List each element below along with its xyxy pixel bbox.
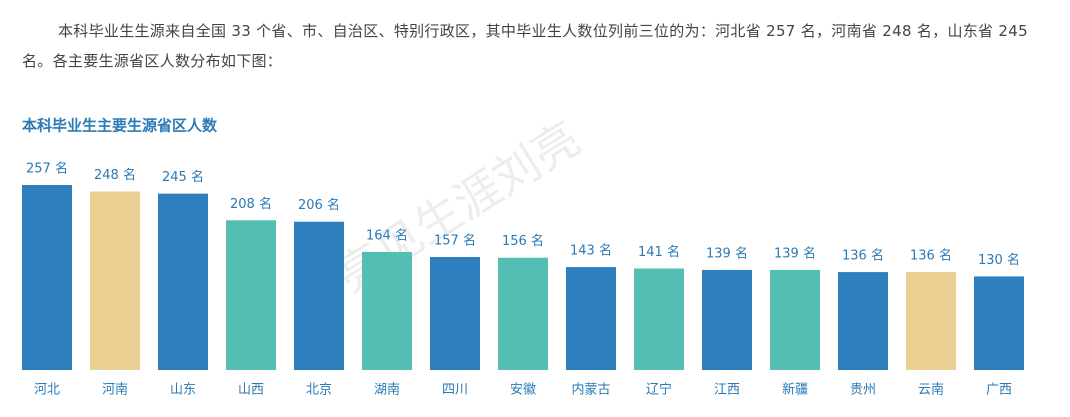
x-tick-label: 四川 <box>442 383 468 398</box>
value-label: 164 名 <box>366 227 408 243</box>
bar <box>974 276 1024 370</box>
x-tick-label: 江西 <box>714 383 740 398</box>
bar <box>158 193 208 370</box>
bar <box>498 257 548 370</box>
bar <box>702 269 752 370</box>
value-label: 206 名 <box>298 197 340 213</box>
chart-title: 本科毕业生主要生源省区人数 <box>22 117 218 135</box>
value-label: 136 名 <box>842 248 884 264</box>
x-tick-label: 河北 <box>34 383 60 398</box>
value-label: 248 名 <box>94 167 136 183</box>
bar <box>634 268 684 370</box>
x-tick-label: 云南 <box>918 382 944 398</box>
x-tick-label: 湖南 <box>374 382 400 398</box>
value-label: 130 名 <box>978 252 1020 268</box>
x-tick-label: 辽宁 <box>646 382 672 398</box>
bar <box>90 191 140 370</box>
bar <box>566 267 616 370</box>
intro-paragraph: 本科毕业生生源来自全国 33 个省、市、自治区、特别行政区，其中毕业生人数位列前… <box>22 22 1028 70</box>
x-tick-label: 新疆 <box>782 382 808 398</box>
value-label: 156 名 <box>502 233 544 249</box>
bar <box>362 251 412 370</box>
x-tick-label: 北京 <box>306 383 332 398</box>
value-label: 157 名 <box>434 232 476 248</box>
value-label: 139 名 <box>706 245 748 261</box>
value-label: 139 名 <box>774 245 816 261</box>
value-label: 257 名 <box>26 161 68 177</box>
bar <box>22 185 72 370</box>
value-label: 245 名 <box>162 169 204 185</box>
bar <box>838 272 888 370</box>
x-tick-label: 河南 <box>102 382 128 398</box>
value-label: 208 名 <box>230 196 272 212</box>
x-tick-label: 广西 <box>986 383 1012 398</box>
bar <box>430 256 480 370</box>
x-tick-label: 安徽 <box>510 383 536 398</box>
value-label: 136 名 <box>910 248 952 264</box>
x-tick-label: 山东 <box>170 383 196 398</box>
bar <box>906 272 956 370</box>
bar <box>294 221 344 370</box>
x-tick-label: 贵州 <box>850 383 876 398</box>
value-label: 143 名 <box>570 243 612 259</box>
x-tick-label: 山西 <box>238 383 264 398</box>
bar <box>226 220 276 370</box>
value-label: 141 名 <box>638 244 680 260</box>
bar <box>770 269 820 370</box>
x-tick-label: 内蒙古 <box>571 382 610 398</box>
